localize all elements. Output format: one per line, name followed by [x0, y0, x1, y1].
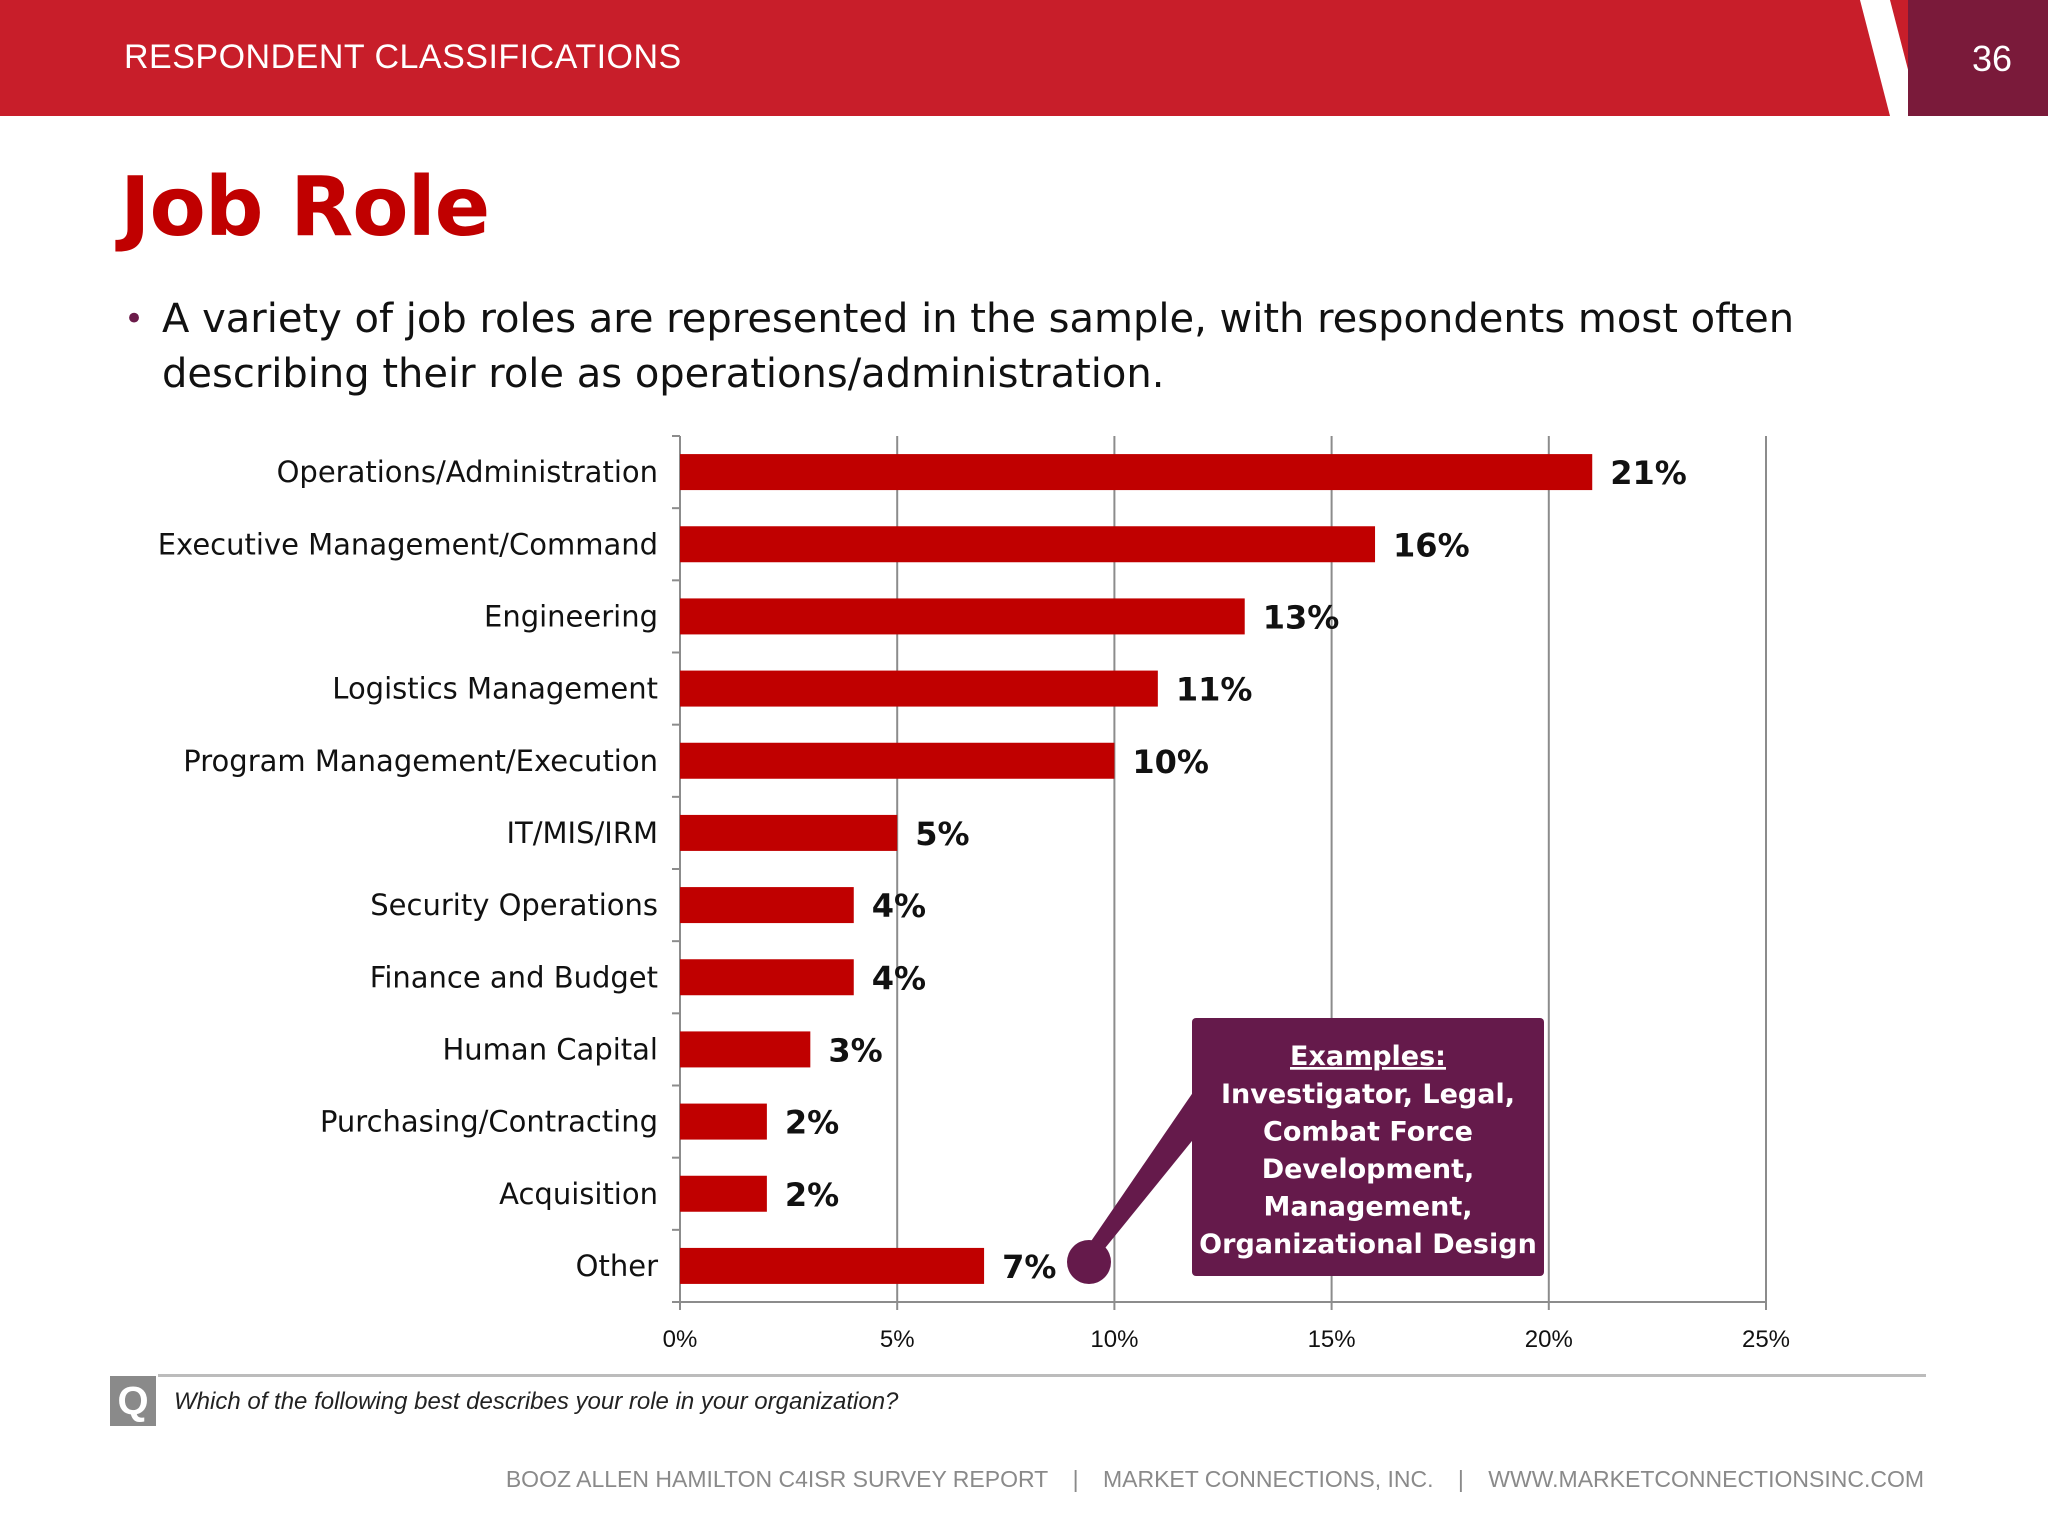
category-label: Logistics Management — [332, 672, 658, 706]
bar — [680, 1103, 767, 1140]
callout-line: Combat Force — [1263, 1117, 1473, 1148]
bar — [680, 1031, 811, 1068]
page-number-tab — [1908, 0, 2048, 116]
bar — [680, 526, 1376, 563]
bar — [680, 814, 898, 851]
data-label: 2% — [785, 1104, 839, 1142]
bullet-text: A variety of job roles are represented i… — [162, 296, 1795, 397]
data-label: 4% — [872, 887, 926, 925]
callout-dot — [1067, 1240, 1111, 1284]
callout-line: Management, — [1264, 1192, 1473, 1223]
data-label: 21% — [1610, 454, 1687, 492]
bar — [680, 1247, 985, 1284]
footer-company: MARKET CONNECTIONS, INC. — [1102, 1466, 1434, 1492]
x-tick-label: 20% — [1525, 1326, 1573, 1353]
footer: BOOZ ALLEN HAMILTON C4ISR SURVEY REPORT … — [506, 1466, 1924, 1493]
bullet-dot-icon: • — [124, 299, 145, 339]
question-divider — [158, 1374, 1926, 1377]
survey-question: Which of the following best describes yo… — [174, 1388, 899, 1415]
category-label: Finance and Budget — [370, 960, 658, 994]
bullet-point: • A variety of job roles are represented… — [124, 292, 1924, 402]
x-tick-label: 25% — [1742, 1326, 1790, 1353]
data-label: 2% — [785, 1176, 839, 1214]
header-tab-divider — [1860, 0, 1920, 116]
footer-report: BOOZ ALLEN HAMILTON C4ISR SURVEY REPORT — [505, 1466, 1049, 1492]
callout-box — [1192, 1018, 1544, 1276]
category-label: Engineering — [484, 599, 658, 633]
job-role-bar-chart: 0% 5% 10% 15% 20% 25% Operations/Administratio… — [158, 435, 1790, 1353]
category-label: Executive Management/Command — [158, 527, 658, 561]
category-label: Acquisition — [499, 1177, 658, 1211]
data-label: 3% — [828, 1031, 882, 1069]
x-tick-label: 15% — [1308, 1326, 1356, 1353]
callout-line: Investigator, Legal, — [1221, 1079, 1515, 1110]
callout-pointer — [1085, 1088, 1196, 1258]
page-number: 36 — [1971, 38, 2012, 79]
section-title: RESPONDENT CLASSIFICATIONS — [124, 38, 682, 76]
header-bar — [0, 0, 2048, 116]
callout-line: Organizational Design — [1199, 1229, 1537, 1260]
question-badge: Q — [110, 1376, 156, 1426]
data-label: 16% — [1393, 526, 1470, 564]
category-label: Security Operations — [370, 888, 658, 922]
data-label: 13% — [1263, 598, 1340, 636]
footer-website: WWW.MARKETCONNECTIONSINC.COM — [1488, 1466, 1924, 1492]
data-label: 5% — [915, 815, 969, 853]
bar — [680, 670, 1158, 707]
footer-separator: | — [1457, 1466, 1464, 1492]
bar — [680, 454, 1593, 491]
category-label: IT/MIS/IRM — [506, 816, 658, 850]
bar — [680, 598, 1245, 635]
footer-separator: | — [1072, 1466, 1079, 1492]
category-label: Operations/Administration — [277, 455, 658, 489]
data-label: 7% — [1002, 1248, 1056, 1286]
bar — [680, 887, 854, 924]
callout-heading: Examples: — [1290, 1041, 1446, 1072]
data-label: 10% — [1132, 743, 1209, 781]
bar — [680, 1175, 767, 1212]
category-label: Program Management/Execution — [183, 744, 658, 778]
page-title: Job Role — [120, 160, 490, 255]
bar — [680, 959, 854, 996]
x-tick-label: 10% — [1090, 1326, 1138, 1353]
category-label: Human Capital — [443, 1032, 659, 1066]
data-label: 11% — [1176, 671, 1253, 709]
data-label: 4% — [872, 959, 926, 997]
callout-line: Development, — [1262, 1154, 1475, 1185]
category-label: Purchasing/Contracting — [320, 1105, 658, 1139]
x-tick-label: 0% — [663, 1326, 698, 1353]
category-label: Other — [576, 1249, 658, 1283]
bar — [680, 742, 1115, 779]
x-tick-label: 5% — [880, 1326, 915, 1353]
